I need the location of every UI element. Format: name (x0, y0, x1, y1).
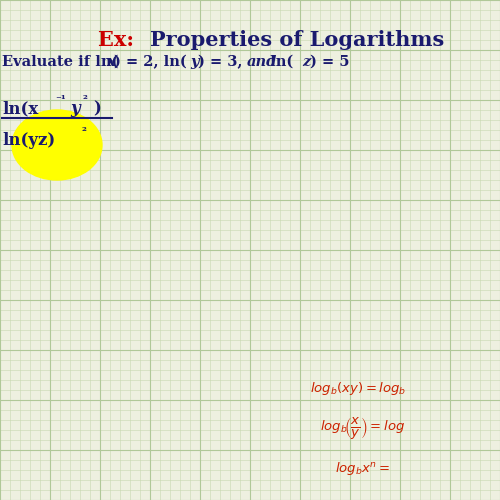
Text: ²: ² (82, 126, 87, 137)
Text: ²: ² (83, 94, 88, 105)
Text: Ex:: Ex: (98, 30, 148, 50)
Text: ln(x: ln(x (2, 100, 38, 117)
Text: ) = 2, ln(: ) = 2, ln( (114, 55, 187, 69)
Text: Evaluate if ln(: Evaluate if ln( (2, 55, 118, 69)
Text: x: x (106, 55, 115, 69)
Ellipse shape (12, 110, 102, 180)
Text: ) = 3,: ) = 3, (198, 55, 248, 69)
Text: ln(: ln( (265, 55, 293, 69)
Text: ) = 5: ) = 5 (310, 55, 350, 69)
Text: Properties of Logarithms: Properties of Logarithms (150, 30, 444, 50)
Text: y: y (190, 55, 198, 69)
Text: ln(yz): ln(yz) (2, 132, 55, 149)
Text: $log_b(xy) = log_b$: $log_b(xy) = log_b$ (310, 380, 406, 397)
Text: $log_b x^n = $: $log_b x^n = $ (335, 460, 390, 477)
Text: y: y (70, 100, 80, 117)
Text: z: z (302, 55, 310, 69)
Text: and: and (247, 55, 278, 69)
Text: $log_b\!\left(\dfrac{x}{y}\right) = log$: $log_b\!\left(\dfrac{x}{y}\right) = log$ (320, 415, 405, 441)
Text: ⁻¹: ⁻¹ (55, 94, 66, 105)
Text: ): ) (93, 100, 101, 117)
